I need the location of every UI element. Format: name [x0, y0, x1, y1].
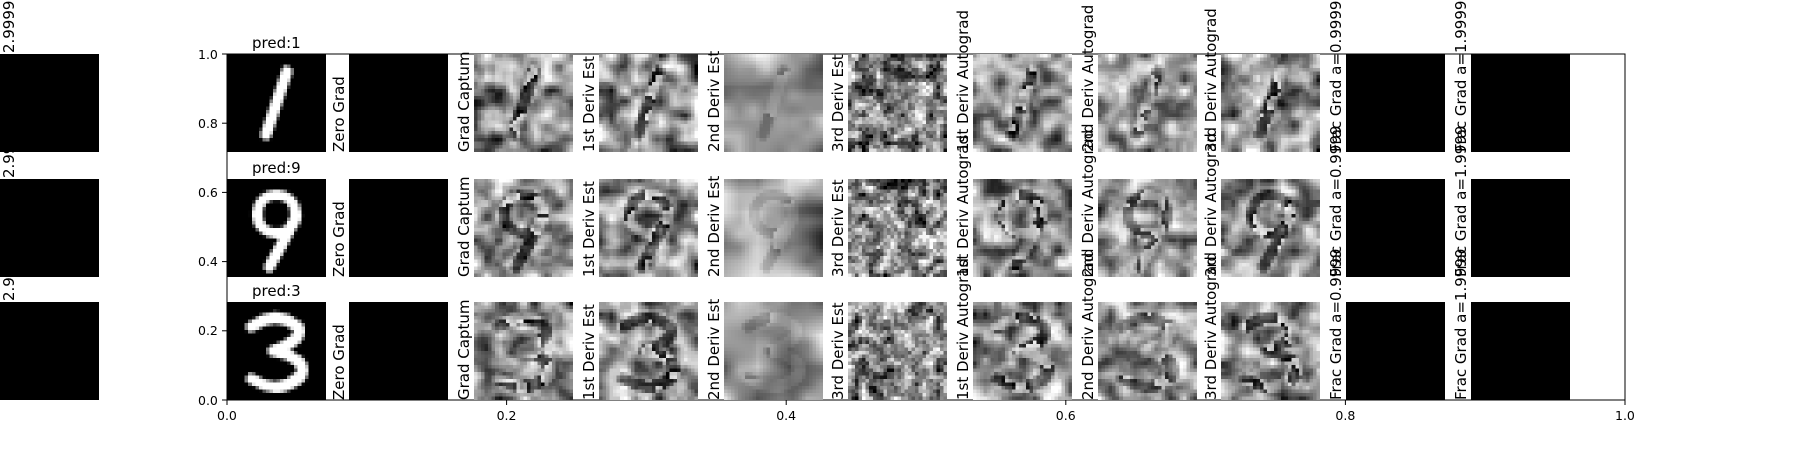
- digit-image: [227, 302, 326, 400]
- y-tick-label: 0.2: [198, 323, 218, 339]
- attribution-map: [1471, 302, 1570, 400]
- attribution-map: [1221, 179, 1320, 277]
- method-label: 3rd Deriv Est: [829, 302, 847, 400]
- attribution-map: [1471, 54, 1570, 152]
- x-tick-label: 1.0: [1615, 408, 1635, 423]
- method-label: 1st Deriv Est: [580, 56, 598, 152]
- method-label: Zero Grad: [330, 76, 348, 152]
- attribution-map: [724, 179, 823, 277]
- method-label: 1st Deriv Est: [580, 304, 598, 400]
- y-tick-label: 1.0: [198, 46, 218, 62]
- digit-image: [227, 54, 326, 152]
- method-label: 3rd Deriv Autograd: [1202, 256, 1220, 400]
- y-tick-label: 0.6: [198, 184, 218, 200]
- attribution-map: [349, 54, 448, 152]
- attribution-map: [1346, 302, 1445, 400]
- method-label: 2nd Deriv Est: [705, 175, 723, 277]
- attribution-map: [1098, 54, 1197, 152]
- method-label: 1st Deriv Autograd: [954, 10, 972, 152]
- pred-label: pred:3: [252, 282, 301, 300]
- method-label: Frac Grad a=2.9999: [0, 248, 18, 400]
- attribution-map: [599, 302, 698, 400]
- attribution-map: [474, 302, 573, 400]
- y-ticks: [222, 53, 227, 401]
- pred-label: pred:1: [252, 34, 301, 52]
- x-tick-label: 0.4: [776, 408, 797, 423]
- attribution-map: [1346, 54, 1445, 152]
- attribution-map: [848, 54, 947, 152]
- attribution-map: [599, 54, 698, 152]
- attribution-map: [973, 302, 1072, 400]
- attribution-map: [1098, 302, 1197, 400]
- method-label: Grad Captum: [455, 51, 473, 152]
- attribution-map: [1221, 302, 1320, 400]
- attribution-map: [0, 54, 99, 152]
- method-label: 2nd Deriv Autograd: [1079, 252, 1097, 400]
- x-tick-label: 0.2: [496, 408, 517, 423]
- method-label: 1st Deriv Autograd: [954, 135, 972, 277]
- attribution-map: [349, 179, 448, 277]
- attribution-map: [1098, 179, 1197, 277]
- attribution-map: [724, 302, 823, 400]
- method-label: 1st Deriv Autograd: [954, 258, 972, 400]
- method-label: 3rd Deriv Est: [829, 54, 847, 152]
- x-tick-label: 0.8: [1335, 408, 1356, 423]
- attribution-map: [474, 54, 573, 152]
- method-label: Zero Grad: [330, 201, 348, 277]
- method-label: 1st Deriv Est: [580, 181, 598, 277]
- attribution-map: [1471, 179, 1570, 277]
- attribution-map: [724, 54, 823, 152]
- method-label: Grad Captum: [455, 299, 473, 400]
- method-label: Zero Grad: [330, 324, 348, 400]
- pred-label: pred:9: [252, 159, 301, 177]
- attribution-map: [0, 302, 99, 400]
- x-ticks: [226, 400, 1626, 405]
- attribution-map: [973, 54, 1072, 152]
- method-label: Frac Grad a=1.9999: [1452, 248, 1470, 400]
- y-tick-label: 0.0: [198, 392, 218, 408]
- attribution-map: [848, 179, 947, 277]
- attribution-map: [1346, 179, 1445, 277]
- attribution-map: [0, 179, 99, 277]
- method-label: 2nd Deriv Est: [705, 50, 723, 152]
- method-label: 2nd Deriv Est: [705, 298, 723, 400]
- attribution-map: [973, 179, 1072, 277]
- attribution-map: [848, 302, 947, 400]
- method-label: Grad Captum: [455, 176, 473, 277]
- attribution-map: [599, 179, 698, 277]
- y-tick-label: 0.8: [198, 115, 218, 131]
- attribution-map: [349, 302, 448, 400]
- method-label: 3rd Deriv Autograd: [1202, 8, 1220, 152]
- method-label: Frac Grad a=0.9999: [1327, 248, 1345, 400]
- y-tick-label: 0.4: [198, 254, 218, 270]
- x-tick-label: 0.6: [1055, 408, 1076, 423]
- x-tick-label: 0.0: [217, 408, 237, 423]
- method-label: 3rd Deriv Est: [829, 179, 847, 277]
- attribution-map: [1221, 54, 1320, 152]
- digit-image: [227, 179, 326, 277]
- attribution-map: [474, 179, 573, 277]
